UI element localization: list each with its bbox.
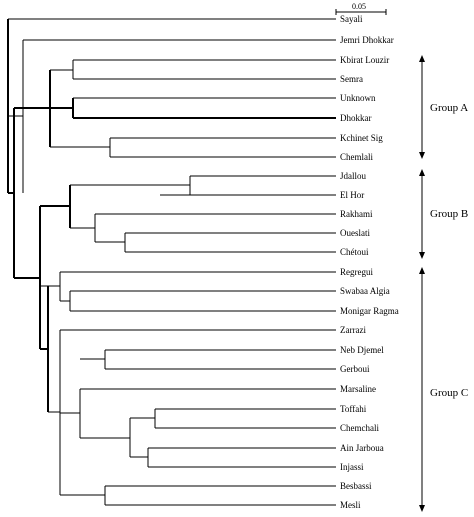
group-b-bracket: Group B bbox=[419, 169, 468, 259]
tree-branches bbox=[7, 18, 336, 506]
group-c-bracket: Group C bbox=[419, 267, 468, 512]
leaf-label: Kbirat Louzir bbox=[340, 55, 389, 65]
leaf-label: El Hor bbox=[340, 190, 364, 200]
scale-bar: 0.05 bbox=[335, 2, 387, 15]
leaf-label: Chemchali bbox=[340, 423, 379, 433]
leaf-label: Chétoui bbox=[340, 247, 369, 257]
leaf-label: Jdallou bbox=[340, 171, 366, 181]
scale-bar-label: 0.05 bbox=[352, 2, 366, 11]
leaf-label: Zarrazi bbox=[340, 325, 366, 335]
leaf-label: Injassi bbox=[340, 462, 364, 472]
leaf-label: Rakhami bbox=[340, 209, 373, 219]
leaf-label: Gerboui bbox=[340, 364, 370, 374]
leaf-label: Toffahi bbox=[340, 404, 367, 414]
leaf-label: Marsaline bbox=[340, 384, 376, 394]
leaf-label: Dhokkar bbox=[340, 113, 372, 123]
group-b-label: Group B bbox=[430, 208, 468, 220]
leaf-label: Kchinet Sig bbox=[340, 133, 383, 143]
leaf-label: Ain Jarboua bbox=[340, 443, 384, 453]
group-a-bracket: Group A bbox=[419, 55, 468, 159]
leaf-label: Monigar Ragma bbox=[340, 306, 399, 316]
group-c-arrow-top bbox=[419, 267, 425, 274]
leaf-label: Sayali bbox=[340, 14, 363, 24]
leaf-label: Neb Djemel bbox=[340, 345, 384, 355]
group-b-arrow-bottom bbox=[419, 252, 425, 259]
leaf-label: Oueslati bbox=[340, 228, 370, 238]
leaf-label: Semra bbox=[340, 74, 363, 84]
group-a-arrow-bottom bbox=[419, 152, 425, 159]
leaf-label: Mesli bbox=[340, 500, 361, 510]
group-c-arrow-bottom bbox=[419, 505, 425, 512]
group-a-label: Group A bbox=[430, 102, 468, 114]
leaf-label: Unknown bbox=[340, 93, 376, 103]
leaf-label: Jemri Dhokkar bbox=[340, 35, 394, 45]
group-c-label: Group C bbox=[430, 387, 468, 399]
leaf-label: Swabaa Algia bbox=[340, 286, 390, 296]
leaf-labels: Sayali Jemri Dhokkar Kbirat Louzir Semra Unk… bbox=[340, 14, 399, 510]
group-a-arrow-top bbox=[419, 55, 425, 62]
leaf-label: Regregui bbox=[340, 267, 373, 277]
group-b-arrow-top bbox=[419, 169, 425, 176]
leaf-label: Besbassi bbox=[340, 481, 372, 491]
leaf-label: Chemlali bbox=[340, 152, 373, 162]
